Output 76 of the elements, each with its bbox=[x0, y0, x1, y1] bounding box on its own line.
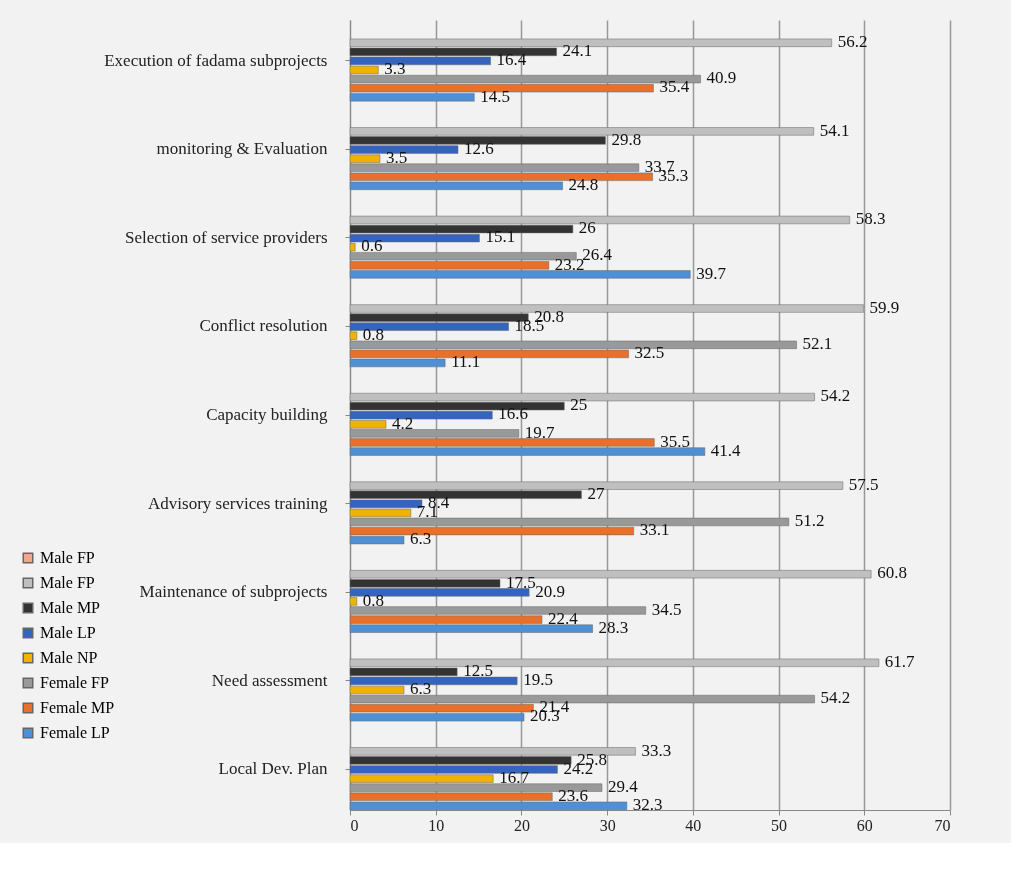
data-label: 29.4 bbox=[608, 776, 639, 796]
x-tick-label: 0 bbox=[350, 816, 359, 834]
data-label: 27 bbox=[587, 483, 605, 503]
data-label: 0.6 bbox=[361, 236, 383, 256]
data-label: 59.9 bbox=[869, 297, 900, 317]
data-label: 33.3 bbox=[641, 740, 672, 760]
data-label: 29.8 bbox=[611, 129, 642, 149]
data-label: 54.1 bbox=[819, 120, 850, 140]
data-label: 6.3 bbox=[410, 679, 432, 699]
data-label: 61.7 bbox=[884, 652, 916, 671]
data-label: 12.6 bbox=[464, 138, 494, 158]
data-label: 16.7 bbox=[499, 767, 530, 787]
data-label: 16.6 bbox=[498, 404, 529, 424]
data-label: 41.4 bbox=[710, 440, 742, 460]
y-tick-label: Local Dev. Plan bbox=[218, 759, 328, 779]
y-tick-label: Execution of fadama subprojects bbox=[104, 50, 328, 70]
data-label: 33.1 bbox=[639, 520, 670, 540]
data-label: 19.7 bbox=[524, 422, 556, 442]
data-label: 35.5 bbox=[660, 431, 691, 451]
y-tick-label: Advisory services training bbox=[148, 493, 328, 513]
data-label: 35.4 bbox=[659, 77, 690, 97]
data-label: 14.5 bbox=[480, 86, 511, 106]
data-label: 6.3 bbox=[410, 529, 432, 549]
data-label: 25 bbox=[570, 395, 588, 415]
data-label: 54.2 bbox=[820, 688, 851, 708]
x-tick-label: 70 bbox=[934, 816, 951, 834]
data-label: 40.9 bbox=[706, 68, 737, 88]
data-label: 19.5 bbox=[523, 670, 553, 690]
y-tick-label: Maintenance of subprojects bbox=[139, 582, 328, 602]
data-label: 60.8 bbox=[877, 563, 907, 583]
data-label: 16.4 bbox=[496, 50, 527, 70]
legend-label: Female LP bbox=[40, 724, 110, 741]
data-label: 20.9 bbox=[535, 581, 565, 601]
y-tick-label: Need assessment bbox=[211, 670, 328, 690]
data-label: 51.2 bbox=[794, 511, 825, 531]
data-label: 4.2 bbox=[392, 413, 414, 433]
x-tick-label: 40 bbox=[685, 816, 702, 834]
data-label: 26 bbox=[578, 218, 596, 238]
data-label: 34.5 bbox=[651, 599, 682, 619]
data-label: 0.8 bbox=[362, 324, 385, 344]
legend-label: Male FP bbox=[40, 574, 95, 591]
x-tick-label: 10 bbox=[428, 816, 445, 834]
data-label: 56.2 bbox=[837, 32, 868, 52]
y-tick-label: Conflict resolution bbox=[199, 316, 328, 336]
data-label: 58.3 bbox=[855, 209, 886, 229]
legend-label: Male FP bbox=[40, 549, 95, 566]
legend-label: Male MP bbox=[40, 599, 101, 616]
data-label: 3.3 bbox=[384, 59, 406, 79]
x-tick-label: 30 bbox=[599, 816, 616, 834]
data-label: 23.6 bbox=[558, 785, 589, 805]
y-tick-label: monitoring & Evaluation bbox=[156, 139, 328, 159]
data-label: 0.8 bbox=[362, 590, 385, 610]
y-tick-label: Selection of service providers bbox=[124, 227, 328, 247]
y-tick-label: Capacity building bbox=[206, 405, 328, 424]
data-label: 17.5 bbox=[506, 572, 536, 592]
legend-label: Male NP bbox=[40, 649, 98, 666]
x-tick-label: 50 bbox=[771, 816, 788, 834]
data-label: 52.1 bbox=[802, 334, 833, 354]
data-label: 54.2 bbox=[820, 386, 851, 406]
data-label: 32.3 bbox=[632, 795, 663, 815]
x-tick-label: 60 bbox=[856, 816, 873, 834]
data-label: 11.1 bbox=[451, 352, 481, 372]
legend-label: Male LP bbox=[40, 624, 96, 641]
x-tick-label: 20 bbox=[513, 816, 530, 834]
data-label: 32.5 bbox=[634, 343, 665, 363]
data-label: 22.4 bbox=[548, 608, 579, 628]
data-label: 57.5 bbox=[848, 474, 879, 494]
data-label: 39.7 bbox=[696, 263, 727, 283]
data-label: 3.5 bbox=[386, 147, 408, 167]
data-label: 15.1 bbox=[485, 227, 516, 247]
data-label: 28.3 bbox=[598, 617, 629, 637]
data-label: 24.1 bbox=[562, 41, 593, 61]
legend-label: Female FP bbox=[40, 674, 109, 691]
data-label: 24.8 bbox=[568, 175, 599, 195]
data-label: 12.5 bbox=[463, 661, 493, 681]
legend-label: Female MP bbox=[40, 699, 115, 716]
